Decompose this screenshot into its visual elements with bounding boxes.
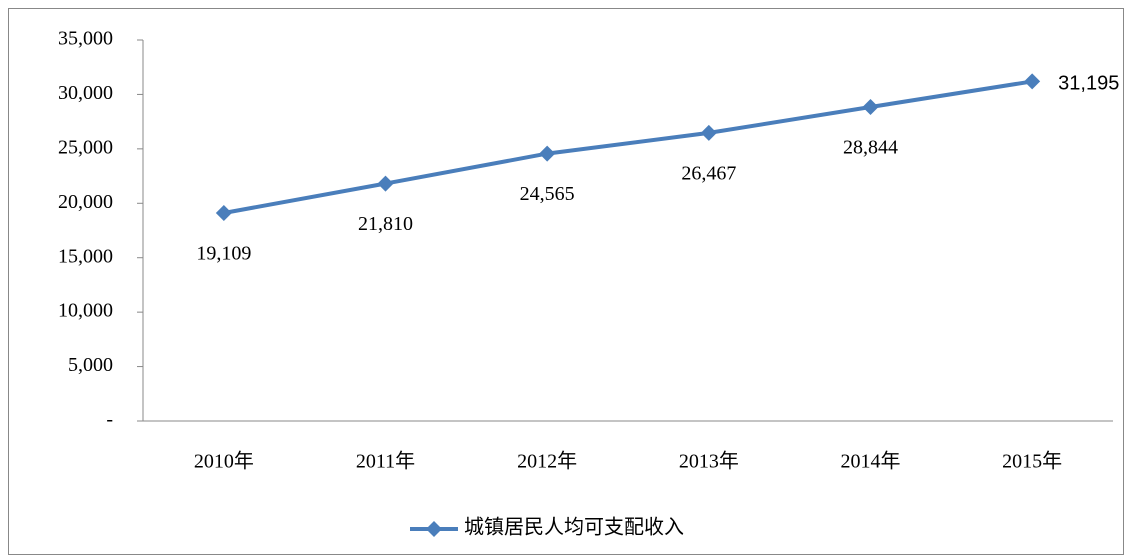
x-tick-label: 2013年 — [679, 450, 739, 473]
chart-border — [8, 8, 1124, 555]
data-label: 31,195 — [1058, 73, 1119, 95]
data-point — [539, 145, 556, 162]
data-point — [215, 204, 232, 221]
data-label: 21,810 — [358, 213, 413, 235]
legend-marker — [426, 521, 442, 537]
data-point — [862, 99, 879, 116]
y-tick-label: 25,000 — [58, 136, 113, 158]
series-line — [223, 79, 1033, 215]
y-tick-label: 35,000 — [58, 28, 113, 50]
x-tick-label: 2010年 — [194, 450, 254, 473]
y-tick-label: 10,000 — [58, 300, 113, 322]
x-tick-label: 2015年 — [1002, 450, 1062, 473]
y-tick-label: 5,000 — [68, 354, 113, 376]
y-tick-label: 15,000 — [58, 245, 113, 267]
data-label: 24,565 — [520, 183, 575, 205]
data-point — [377, 175, 394, 192]
y-tick-label: - — [106, 409, 113, 431]
data-label: 28,844 — [843, 137, 898, 159]
data-point — [700, 124, 717, 141]
data-label: 26,467 — [681, 162, 736, 184]
y-tick-label: 20,000 — [58, 191, 113, 213]
legend-label: 城镇居民人均可支配收入 — [464, 516, 684, 539]
data-label: 19,109 — [196, 243, 251, 265]
data-point — [1024, 73, 1041, 90]
x-tick-label: 2012年 — [517, 450, 577, 473]
x-tick-label: 2014年 — [841, 450, 901, 473]
y-tick-label: 30,000 — [58, 82, 113, 104]
x-tick-label: 2011年 — [356, 450, 415, 473]
